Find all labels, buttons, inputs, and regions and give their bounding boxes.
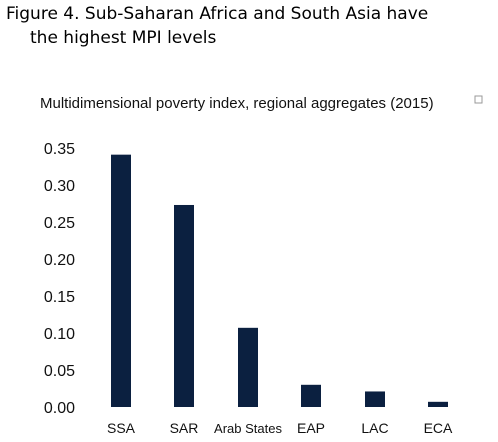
bar-arab-states [238,327,258,407]
x-tick-label: ECA [424,420,453,436]
y-tick-label: 0.25 [44,215,75,232]
x-tick-label: SSA [107,420,136,436]
y-axis-tick-labels: 0.00 0.05 0.10 0.15 0.20 0.25 0.30 0.35 [44,141,75,417]
y-tick-label: 0.15 [44,289,75,306]
figure-title-line-2: the highest MPI levels [30,28,217,48]
y-tick-label: 0.30 [44,178,75,195]
chart-title-marker [474,95,483,104]
bar-sar [174,204,194,407]
bar-eca [428,401,448,407]
y-tick-label: 0.05 [44,363,75,380]
y-tick-label: 0.35 [44,141,75,158]
bars [111,154,448,407]
x-tick-label: Arab States [214,421,282,436]
y-tick-label: 0.10 [44,326,75,343]
x-axis-tick-labels: SSA SAR Arab States EAP LAC ECA [107,420,453,436]
x-tick-label: EAP [297,420,325,436]
x-tick-label: SAR [170,420,199,436]
chart-title: Multidimensional poverty index, regional… [40,95,434,112]
bar-eap [301,384,321,407]
x-tick-label: LAC [361,420,388,436]
bar-ssa [111,154,131,407]
y-tick-label: 0.20 [44,252,75,269]
y-tick-label: 0.00 [44,400,75,417]
bar-lac [365,391,385,407]
figure-title: Figure 4. Sub-Saharan Africa and South A… [6,2,498,50]
figure-title-line-1: Figure 4. Sub-Saharan Africa and South A… [6,4,429,24]
